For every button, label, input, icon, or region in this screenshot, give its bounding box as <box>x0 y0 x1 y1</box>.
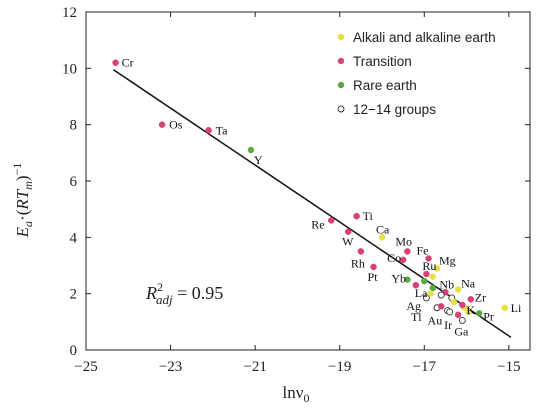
point-labels: Cr Os Ta Y Ti Re W Ca Mo Rh Co Fe Pt Mg Yb Ru La Nb Na Ag Zr… <box>122 56 522 339</box>
y-tick-label: 8 <box>70 118 78 134</box>
data-point-transition <box>370 263 377 271</box>
point-label: Tl <box>411 310 422 324</box>
x-tick-label: −23 <box>159 359 182 375</box>
data-point-transition <box>158 121 166 128</box>
point-label: Pt <box>368 270 379 284</box>
point-label: Pr <box>483 309 494 323</box>
x-tick-label: −25 <box>74 359 97 375</box>
point-label: Zr <box>475 290 486 304</box>
r2-annotation: R2 adj = 0.95 <box>145 280 223 307</box>
data-point-rare <box>429 284 436 292</box>
data-point-alkali <box>454 286 462 293</box>
point-label: Ga <box>454 324 469 338</box>
x-axis-label: lnν0 <box>283 383 310 405</box>
x-tick-label: −17 <box>413 359 437 375</box>
point-label: Yb <box>391 272 406 286</box>
data-point-transition <box>344 228 352 235</box>
y-tick-label: 4 <box>70 230 78 246</box>
data-point-transition <box>454 311 462 319</box>
point-label: Ag <box>406 299 421 313</box>
data-point-transition <box>399 256 407 264</box>
point-label: Ru <box>422 259 436 273</box>
legend-label-group12: 12−14 groups <box>353 102 436 117</box>
data-point-rare <box>404 276 411 283</box>
point-label: Au <box>428 314 443 328</box>
point-label: Mg <box>439 253 456 267</box>
data-point-group12 <box>437 291 445 299</box>
data-point-group12 <box>446 308 454 316</box>
data-point-transition <box>437 303 445 310</box>
y-tick-label: 2 <box>70 287 78 303</box>
x-tick-label: −15 <box>497 359 520 375</box>
data-point-transition <box>357 248 365 255</box>
point-label: K <box>466 303 475 317</box>
point-label: Ir <box>444 318 452 332</box>
data-point-transition <box>353 212 360 220</box>
data-point-alkali <box>450 298 458 306</box>
data-point-rare <box>476 310 483 317</box>
point-label: Li <box>511 301 522 315</box>
data-point-transition <box>459 301 466 309</box>
data-point-rare <box>247 146 255 154</box>
data-point-alkali <box>378 234 386 241</box>
data-point-alkali <box>501 304 508 311</box>
data-point-transition <box>412 281 420 289</box>
data-point-transition <box>328 217 335 224</box>
point-label: Y <box>254 153 263 167</box>
legend-marker-group12 <box>337 105 345 113</box>
data-point-transition <box>423 270 430 278</box>
point-label: Ta <box>216 123 228 137</box>
point-label: Os <box>169 118 183 132</box>
point-label: Rh <box>351 256 365 270</box>
point-label: Nb <box>439 277 454 291</box>
point-label: Co <box>387 251 401 265</box>
point-label: Fe <box>417 243 429 257</box>
point-label: Na <box>461 276 476 290</box>
data-point-transition <box>404 248 411 255</box>
point-label: Ca <box>376 222 390 236</box>
data-point-transition <box>205 127 212 134</box>
legend-label-alkali: Alkali and alkaline earth <box>353 30 496 45</box>
data-point-alkali <box>427 290 434 297</box>
data-point-alkali <box>429 273 436 281</box>
data-points <box>112 59 508 324</box>
x-tick-label: −21 <box>243 359 266 375</box>
y-tick-label: 0 <box>70 343 78 359</box>
legend-marker-transition <box>337 57 345 65</box>
data-point-transition <box>467 296 475 303</box>
point-label: Mo <box>395 234 412 248</box>
legend-label-rare: Rare earth <box>353 78 417 93</box>
data-point-alkali <box>465 308 472 316</box>
legend-label-transition: Transition <box>353 54 412 69</box>
y-tick-label: 10 <box>62 61 77 77</box>
data-point-group12 <box>458 316 466 324</box>
y-tick-label: 6 <box>70 174 78 190</box>
point-label: Cr <box>122 56 134 70</box>
tick-labels: −25 −23 −21 −19 −17 −15 0 2 4 6 8 10 12 <box>62 5 521 375</box>
point-label: La <box>415 286 428 300</box>
x-tick-label: −19 <box>328 359 351 375</box>
legend: Alkali and alkaline earth Transition Rare … <box>337 30 496 117</box>
data-point-alkali <box>433 265 441 272</box>
point-label: Re <box>311 217 324 231</box>
legend-marker-rare <box>337 81 345 89</box>
data-point-rare <box>421 277 428 285</box>
point-label: Ti <box>363 209 374 223</box>
data-point-transition <box>112 59 119 66</box>
y-axis-label: Ea·(RTm)−1 <box>10 163 35 239</box>
data-point-transition <box>425 255 432 262</box>
data-point-group12 <box>422 294 430 302</box>
point-label: W <box>342 235 354 249</box>
legend-marker-alkali <box>337 33 345 41</box>
y-tick-label: 12 <box>62 5 77 21</box>
axes <box>85 11 531 351</box>
